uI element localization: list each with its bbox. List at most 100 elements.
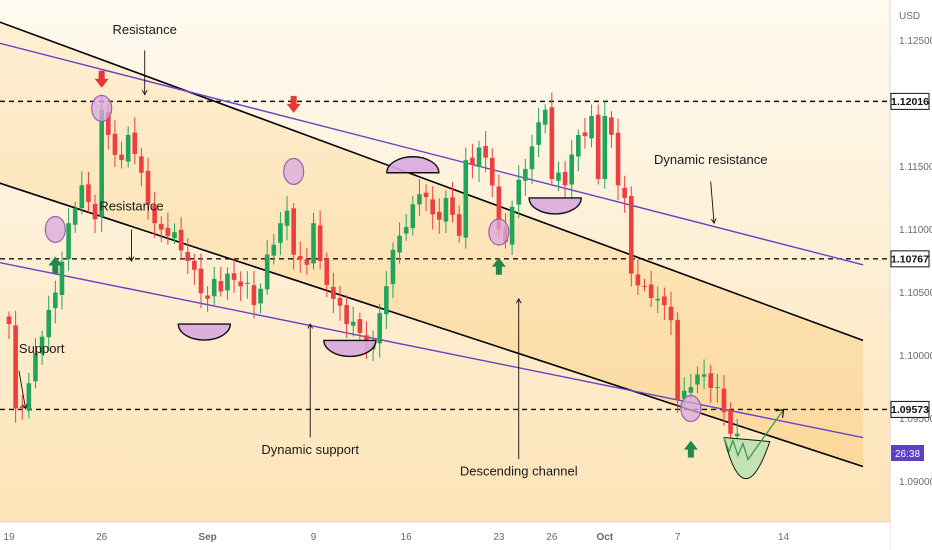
candle-body — [662, 296, 667, 306]
candle-body — [26, 383, 32, 411]
candle-body — [648, 284, 654, 298]
candle-body — [470, 157, 475, 165]
candle-body — [403, 226, 409, 234]
candle-body — [19, 406, 25, 409]
candle-body — [344, 305, 349, 325]
annotations: Resistance Resistance Dynamic resistance Su… — [18, 22, 767, 478]
descending-channel-fill — [0, 22, 863, 467]
candle-body — [628, 195, 634, 274]
candle-body — [397, 235, 402, 253]
annotation-label: Support — [19, 341, 65, 356]
annotation-pointer — [18, 370, 26, 409]
price-axis-background — [890, 0, 932, 550]
candle-body — [211, 278, 217, 297]
level-tag-label: 1.09573 — [891, 404, 929, 416]
horizontal-levels — [0, 100, 890, 411]
annotation-arrowhead — [307, 323, 314, 329]
candle-body — [655, 298, 661, 301]
candle-body — [410, 204, 416, 229]
currency-label: USD — [899, 11, 920, 22]
candle-body — [476, 147, 482, 167]
level-tag-label: 1.10767 — [891, 254, 929, 266]
channel-lower-line — [0, 182, 864, 468]
candle-body — [92, 203, 98, 220]
candle-body — [615, 132, 621, 186]
candle-body — [509, 206, 515, 245]
time-tick-label: Oct — [596, 532, 613, 543]
level-tag — [890, 400, 930, 418]
level-tag-label: 1.12016 — [891, 96, 929, 108]
annotation-arrowhead — [141, 89, 148, 96]
touch-point-circle — [44, 215, 66, 244]
candle-body — [728, 409, 733, 434]
price-tick-label: 1.09500 — [899, 414, 932, 425]
candle-body — [172, 232, 177, 239]
countdown-label: 26:38 — [895, 449, 920, 460]
price-tick-label: 1.12500 — [899, 36, 932, 47]
candle-body — [331, 286, 336, 299]
candle-body — [112, 133, 118, 155]
candle-body — [178, 229, 184, 251]
annotation-label: Dynamic support — [261, 442, 359, 457]
up-arrow-icon — [48, 256, 63, 274]
time-tick-label: 26 — [96, 532, 108, 543]
candle-body — [145, 170, 151, 205]
projection-arrowhead — [775, 409, 785, 418]
candle-body — [622, 187, 627, 198]
candle-body — [562, 172, 568, 186]
touch-point-circle — [488, 218, 510, 246]
candle-body — [523, 168, 528, 181]
candle-body — [602, 116, 608, 180]
candle-body — [278, 223, 283, 243]
candle-body — [13, 325, 18, 409]
dynamic-support-line — [0, 261, 864, 439]
candle-body — [549, 107, 555, 180]
annotation-arrowhead — [515, 297, 522, 304]
candle-body — [417, 194, 422, 205]
time-axis[interactable]: 19 26 Sep 9 16 23 26 Oct 7 14 — [3, 532, 789, 543]
candle-body — [556, 172, 561, 181]
price-tick-label: 1.10000 — [899, 351, 932, 362]
candle-body — [79, 185, 85, 208]
candle-body — [715, 387, 720, 389]
candle-body — [152, 205, 157, 224]
candle-body — [119, 154, 124, 161]
candle-body — [688, 387, 694, 393]
candle-body — [33, 352, 38, 382]
candle-body — [304, 259, 310, 265]
candle-body — [569, 154, 574, 185]
candle-body — [589, 116, 594, 139]
candle-body — [205, 295, 210, 299]
annotation-label: Dynamic resistance — [654, 152, 767, 167]
annotation-arrowhead — [22, 403, 28, 410]
candle-body — [39, 336, 45, 354]
candle-body — [317, 225, 323, 261]
candle-body — [450, 197, 455, 215]
price-axis[interactable]: 1.12500 1.11500 1.11000 1.10500 1.10000 1.095… — [890, 36, 932, 488]
annotation-arrowhead — [128, 256, 135, 262]
candle-body — [708, 373, 714, 388]
candle-body — [86, 184, 91, 202]
candle-body — [681, 390, 687, 399]
time-tick-label: 26 — [546, 532, 558, 543]
rounding-pattern-marker — [528, 197, 582, 215]
time-tick-label: 19 — [3, 532, 15, 543]
candle-body — [483, 146, 488, 158]
candle-body — [357, 319, 363, 333]
candle-body — [251, 285, 257, 306]
candle-body — [46, 309, 52, 338]
dynamic-resistance-line — [0, 42, 864, 266]
candle-body — [245, 282, 250, 284]
candle-body — [516, 179, 522, 205]
candle-body — [66, 223, 71, 260]
candles — [6, 92, 740, 445]
price-tick-label: 1.11000 — [899, 225, 932, 236]
candle-body — [218, 281, 224, 292]
candle-body — [489, 157, 495, 186]
candle-body — [59, 261, 65, 295]
candle-body — [384, 286, 389, 315]
candle-body — [99, 109, 104, 217]
annotation-label: Resistance — [113, 22, 177, 37]
candle-body — [582, 132, 588, 137]
